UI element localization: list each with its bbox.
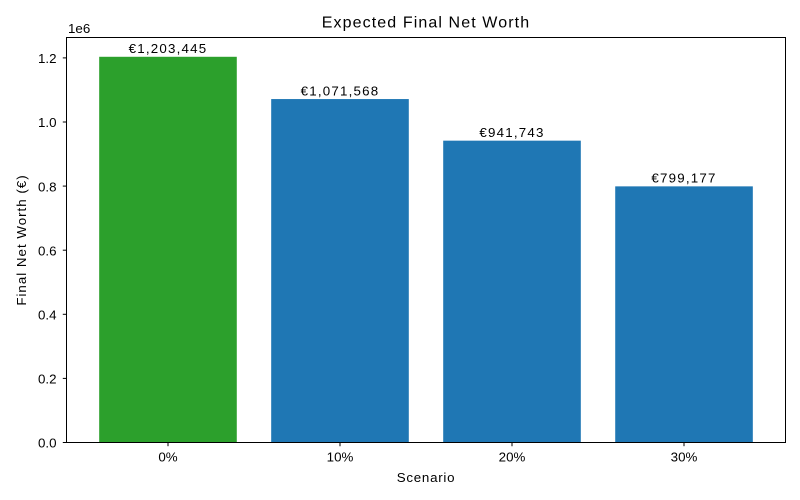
svg-text:0.4: 0.4 <box>38 308 57 323</box>
svg-text:0.2: 0.2 <box>38 372 57 387</box>
svg-text:Final Net Worth (€): Final Net Worth (€) <box>14 174 29 305</box>
svg-text:30%: 30% <box>671 450 698 465</box>
svg-text:€941,743: €941,743 <box>479 125 544 140</box>
svg-text:20%: 20% <box>499 450 526 465</box>
svg-text:0.0: 0.0 <box>38 436 57 451</box>
svg-text:1e6: 1e6 <box>68 21 90 36</box>
svg-text:Scenario: Scenario <box>397 470 456 485</box>
svg-text:€799,177: €799,177 <box>651 171 716 186</box>
svg-text:1.0: 1.0 <box>38 115 57 130</box>
svg-text:0%: 0% <box>158 450 177 465</box>
svg-text:Expected Final Net Worth: Expected Final Net Worth <box>322 15 530 32</box>
svg-text:€1,071,568: €1,071,568 <box>301 83 380 98</box>
svg-text:0.8: 0.8 <box>38 179 57 194</box>
svg-text:0.6: 0.6 <box>38 243 57 258</box>
svg-text:€1,203,445: €1,203,445 <box>129 41 208 56</box>
svg-text:1.2: 1.2 <box>38 51 57 66</box>
svg-text:10%: 10% <box>327 450 354 465</box>
